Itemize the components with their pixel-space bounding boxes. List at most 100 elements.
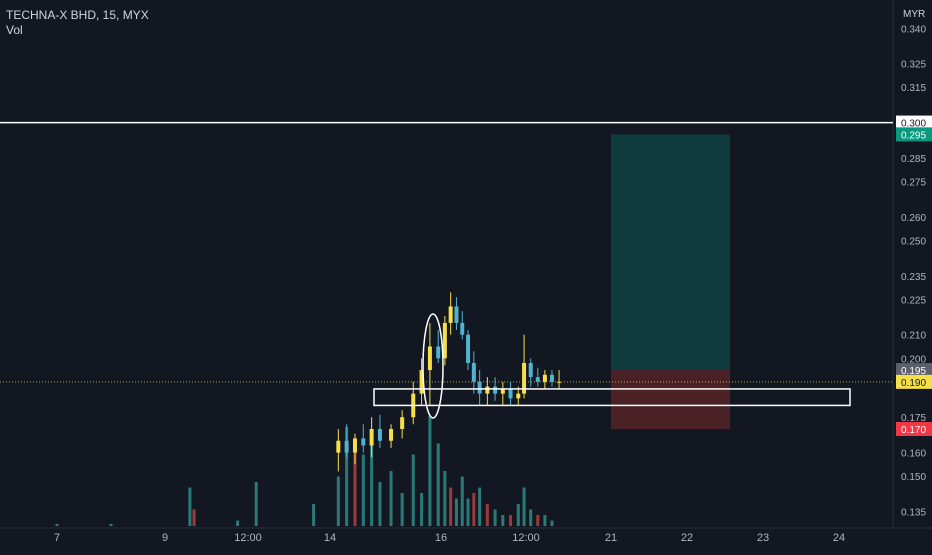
volume-bar [389,471,393,526]
volume-bar [345,427,349,526]
volume-bar [361,454,365,526]
y-tick-label: 0.250 [901,236,926,247]
candle-body [442,322,447,359]
volume-bar [443,471,447,526]
volume-bar [485,504,489,526]
volume-bar [449,487,453,526]
support-box [373,388,851,407]
candle-body [477,381,482,394]
candle-body [528,363,533,378]
volume-bar [378,482,382,526]
price-label-text: 0.190 [901,378,926,389]
y-tick-label: 0.175 [901,413,926,424]
y-tick-label: 0.285 [901,154,926,165]
price-label-text: 0.295 [901,130,926,141]
candle-body [352,438,357,453]
candle-body [377,429,382,441]
candle-body [460,322,465,335]
x-tick-label: 7 [54,532,60,544]
candle-body [542,374,547,382]
candle-body [454,306,459,323]
x-tick-label: 9 [162,532,168,544]
price-label-entry [896,363,932,378]
y-tick-label: 0.260 [901,213,926,224]
y-tick-label: 0.135 [901,508,926,519]
candle-body [427,346,432,371]
price-label-last-price [896,374,932,389]
x-tick-label: 24 [833,532,845,544]
candle-body [508,388,513,399]
candle-body [485,386,490,394]
volume-bar [478,487,482,526]
volume-bar [460,476,464,526]
x-tick-label: 22 [681,532,693,544]
highlight-ellipse [422,313,444,419]
volume-bar [353,449,357,526]
volume-bar [509,515,513,526]
volume-bar [400,493,404,526]
volume-bar [109,523,113,526]
y-tick-label: 0.275 [901,178,926,189]
volume-bar [543,515,547,526]
volume-bar [55,523,59,526]
volume-bar [516,504,520,526]
x-tick-label: 23 [757,532,769,544]
volume-bar [466,498,470,526]
y-tick-label: 0.160 [901,449,926,460]
volume-bar [188,487,192,526]
volume-bar [454,498,458,526]
candle-body [361,438,366,446]
candle-body [522,363,527,394]
candle-body [389,429,394,441]
y-tick-label: 0.315 [901,83,926,94]
x-tick-label: 21 [605,532,617,544]
volume-bar [522,487,526,526]
candle-body [448,306,453,323]
x-tick-label: 12:00 [512,532,540,544]
volume-bar [420,493,424,526]
volume-bar [529,509,533,526]
price-label-stop [896,422,932,436]
volume-indicator-label: Vol [6,23,23,37]
symbol-title: TECHNA-X BHD, 15, MYX [6,8,149,22]
y-tick-label: 0.325 [901,60,926,71]
volume-bar [254,482,258,526]
volume-bar [236,520,240,526]
candle-body [557,381,562,383]
candle-body [419,370,424,394]
volume-bar [436,443,440,526]
candle-body [400,417,405,429]
volume-bar [501,515,505,526]
volume-bar [192,509,196,526]
volume-bar [550,520,554,526]
candle-body [535,377,540,382]
candle-body [549,374,554,382]
x-tick-label: 14 [324,532,336,544]
candle-body [436,346,441,359]
volume-bar [411,454,415,526]
y-tick-label: 0.210 [901,331,926,342]
y-tick-label: 0.340 [901,24,926,35]
stop-zone [611,370,730,429]
x-tick-label: 12:00 [234,532,262,544]
candle-body [369,429,374,446]
candle-body [466,334,471,363]
volume-bar [312,504,316,526]
y-tick-label: 0.225 [901,295,926,306]
target-zone [611,134,730,371]
candle-body [493,386,498,394]
volume-bar [536,515,540,526]
candle-body [344,440,349,453]
candle-body [336,440,341,453]
price-label-text: 0.195 [901,366,926,377]
candle-body [516,393,521,399]
volume-bar [336,476,340,526]
y-tick-label: 0.150 [901,472,926,483]
x-tick-label: 16 [435,532,447,544]
volume-bar [472,493,476,526]
price-label-text: 0.300 [901,119,926,130]
price-label-horizontal-line [896,115,932,130]
